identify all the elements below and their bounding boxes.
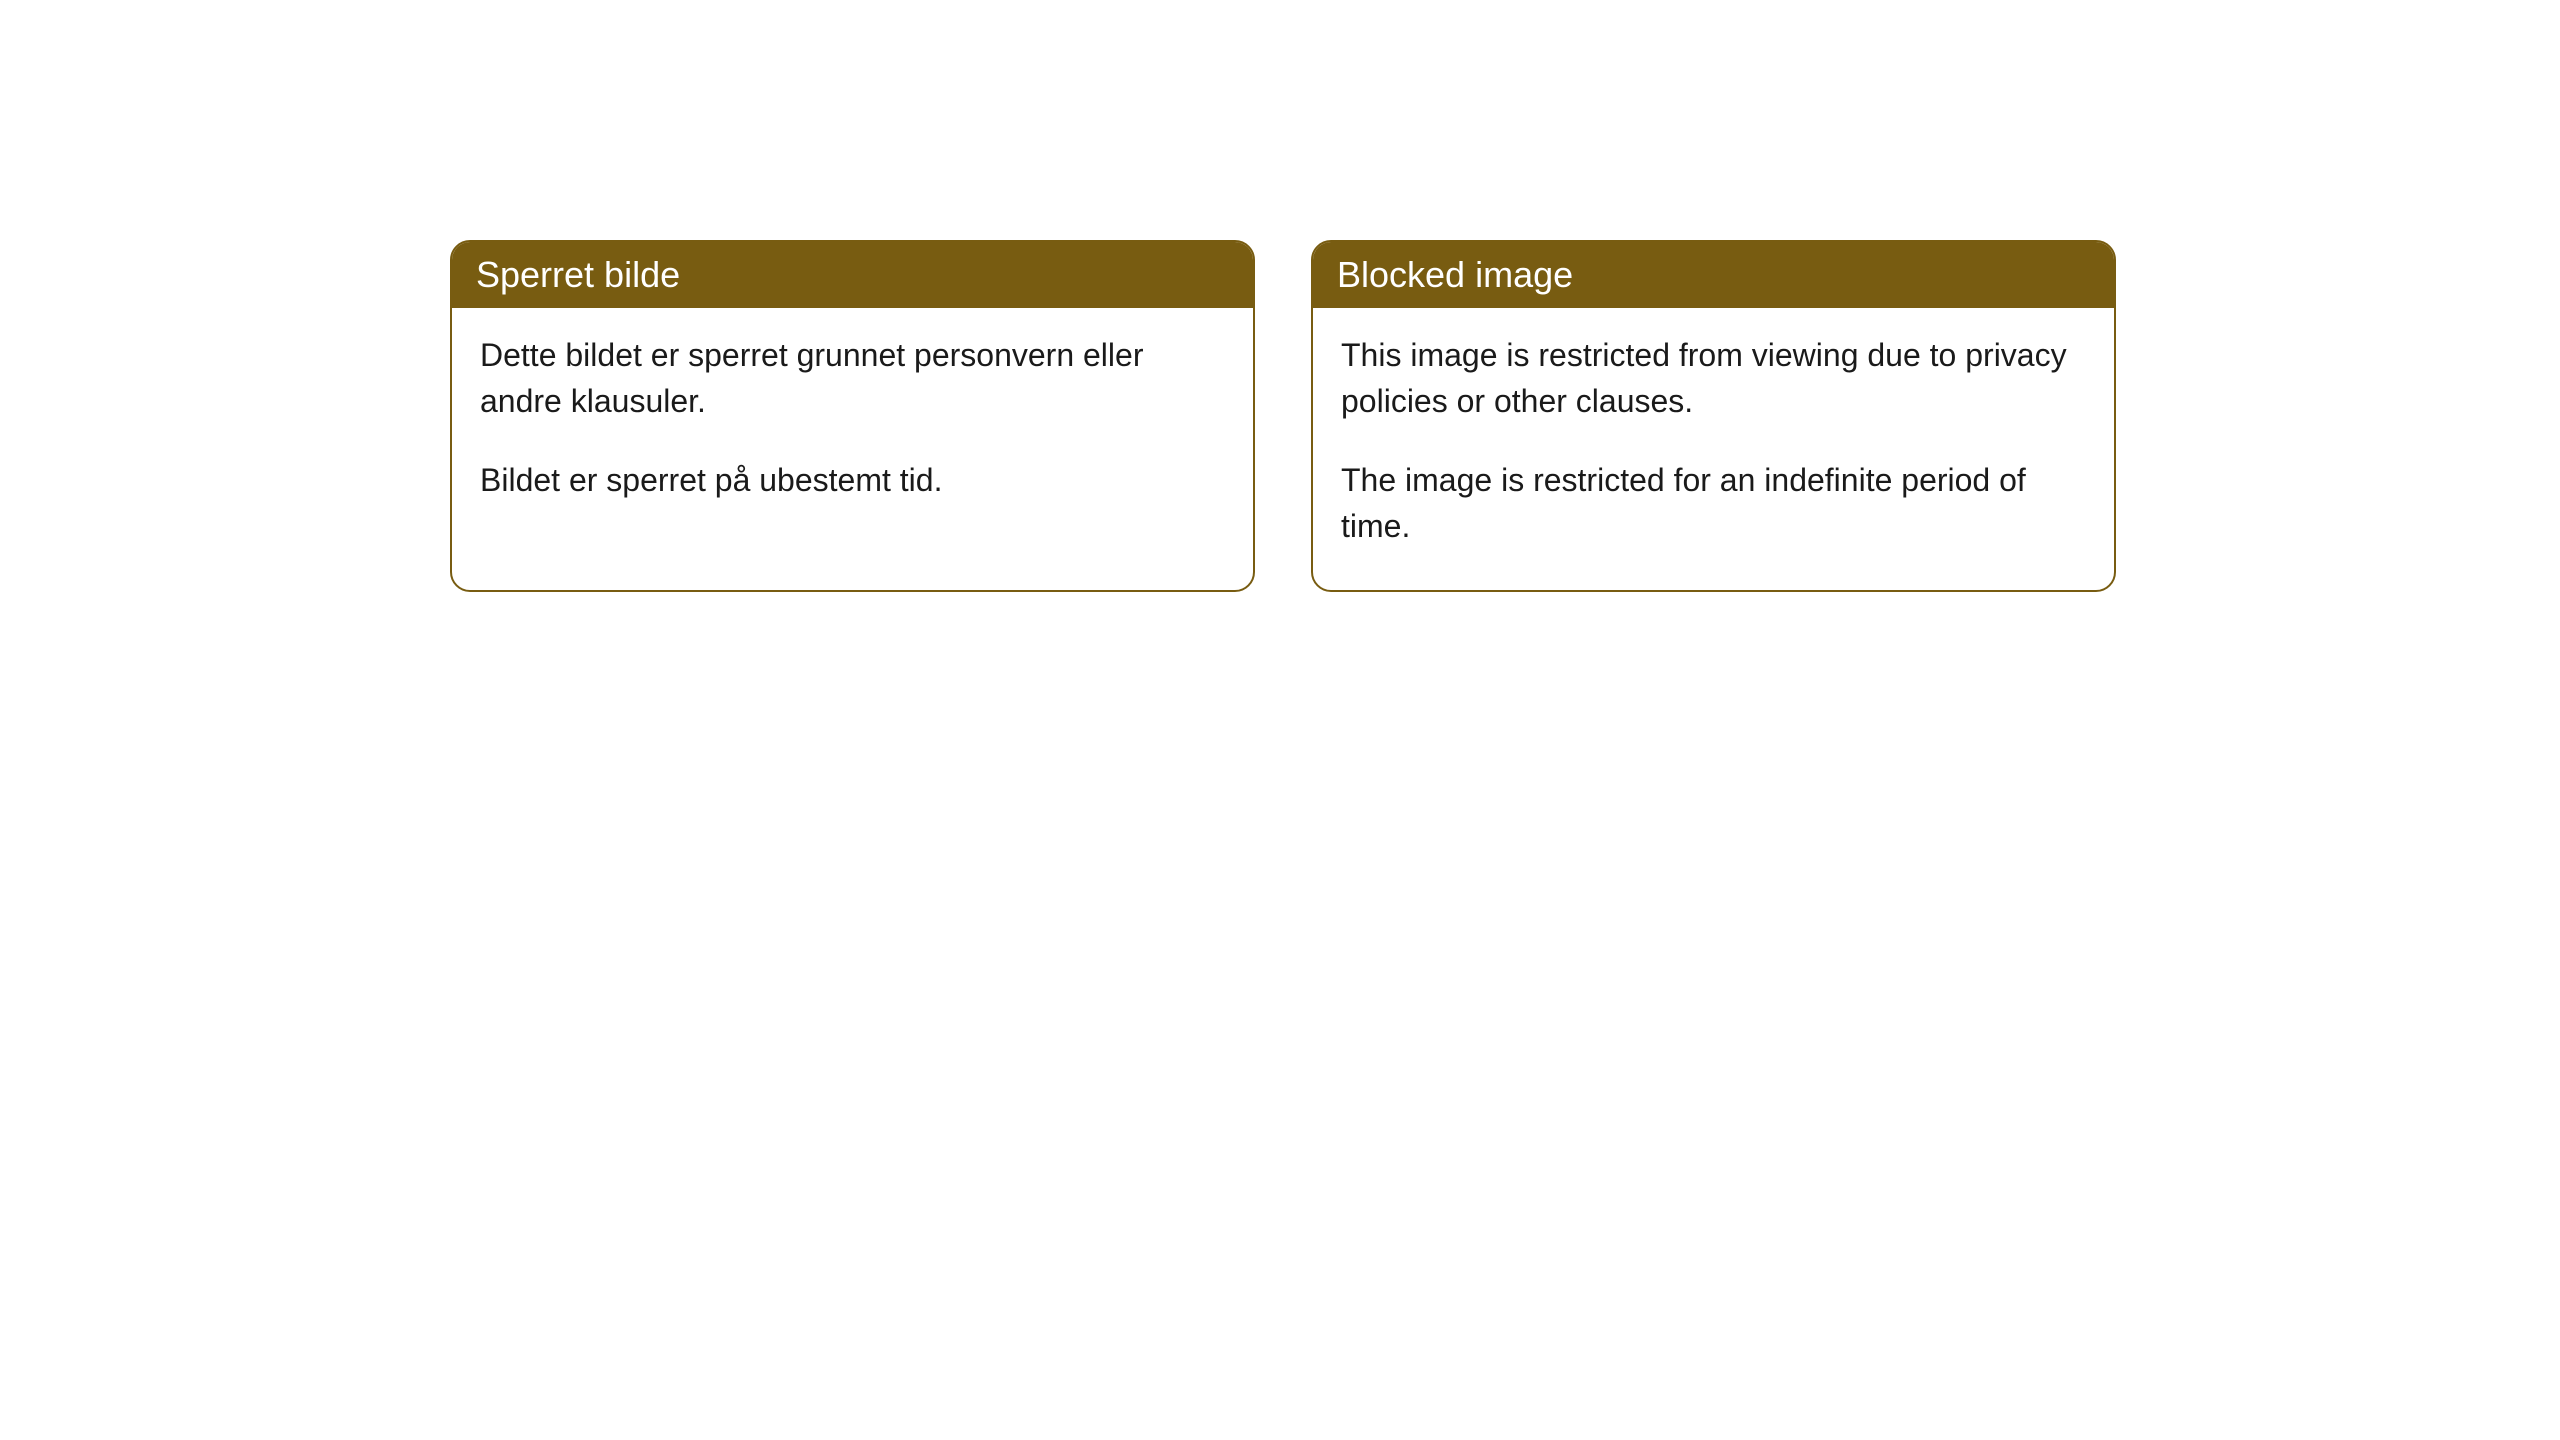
card-paragraph: The image is restricted for an indefinit… — [1341, 457, 2086, 550]
blocked-image-card-norwegian: Sperret bilde Dette bildet er sperret gr… — [450, 240, 1255, 592]
card-title: Sperret bilde — [476, 254, 680, 295]
card-paragraph: Bildet er sperret på ubestemt tid. — [480, 457, 1225, 503]
card-title: Blocked image — [1337, 254, 1573, 295]
blocked-image-card-english: Blocked image This image is restricted f… — [1311, 240, 2116, 592]
card-header: Blocked image — [1313, 242, 2114, 308]
card-body: Dette bildet er sperret grunnet personve… — [452, 308, 1253, 543]
card-header: Sperret bilde — [452, 242, 1253, 308]
notice-cards-container: Sperret bilde Dette bildet er sperret gr… — [450, 240, 2560, 592]
card-paragraph: This image is restricted from viewing du… — [1341, 332, 2086, 425]
card-body: This image is restricted from viewing du… — [1313, 308, 2114, 590]
card-paragraph: Dette bildet er sperret grunnet personve… — [480, 332, 1225, 425]
